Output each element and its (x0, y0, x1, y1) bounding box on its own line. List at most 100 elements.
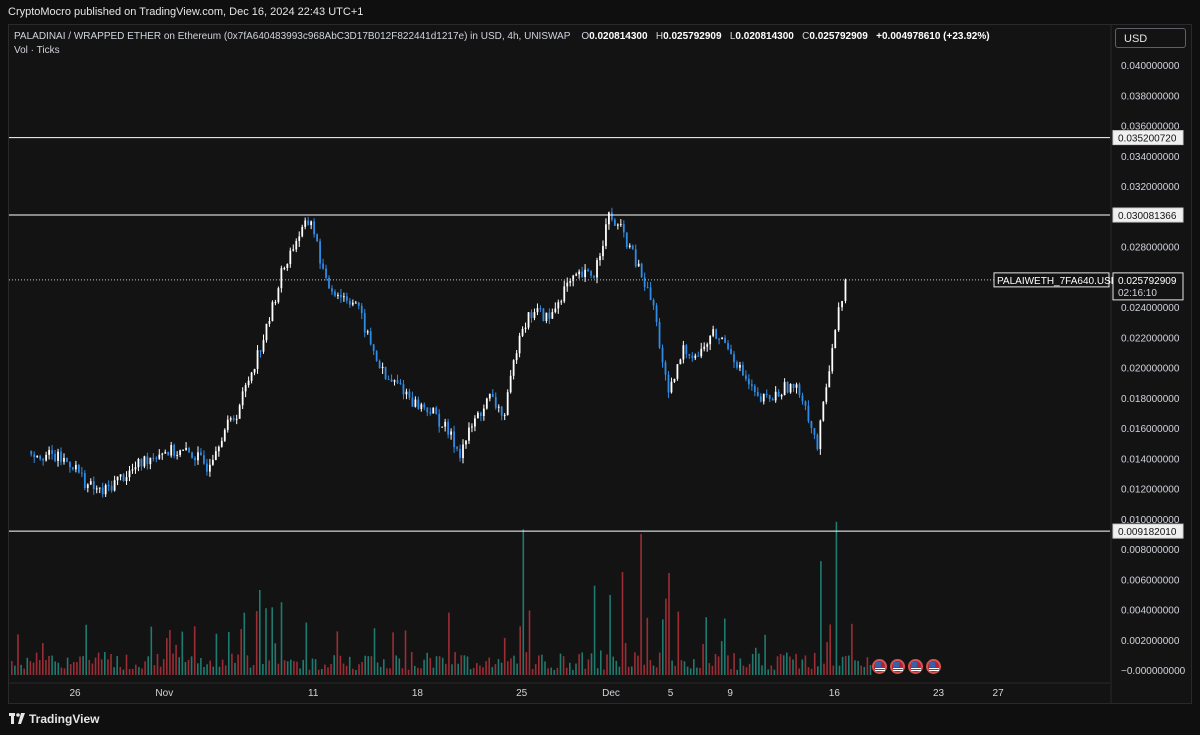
candle-body (750, 384, 753, 387)
candle-body (542, 308, 545, 321)
candle-body (634, 249, 637, 267)
us-flag-icon[interactable] (872, 659, 887, 674)
volume-bar (410, 651, 413, 675)
volume-bar (745, 667, 748, 675)
volume-bar (519, 626, 521, 675)
candle-body (268, 321, 271, 324)
x-tick-label: 23 (933, 688, 945, 699)
candle-body (223, 429, 226, 441)
candle-body (646, 287, 649, 289)
candle-body (393, 380, 396, 382)
candle-body (307, 220, 310, 226)
candle-body (113, 480, 116, 491)
candle-body (60, 451, 62, 462)
candle-body (98, 487, 101, 489)
volume-bar (717, 656, 720, 675)
volume-bar (135, 664, 137, 675)
candle-body (747, 378, 750, 385)
us-flag-icon[interactable] (908, 659, 923, 674)
candle-body (819, 420, 822, 450)
candle-body (173, 445, 176, 456)
candle-body (524, 327, 527, 330)
candle-body (414, 399, 417, 407)
volume-bar (228, 632, 230, 675)
volume-bar (218, 666, 221, 675)
candle-body (491, 393, 494, 397)
volume-bar (578, 654, 580, 675)
candle-body (765, 393, 768, 395)
volume-bar (600, 650, 602, 675)
candle-body (587, 269, 589, 272)
candle-body (188, 447, 190, 453)
candle-body (709, 335, 712, 345)
us-flag-icon[interactable] (926, 659, 941, 674)
volume-bar (206, 664, 208, 675)
volume-bar (63, 668, 66, 675)
volume-bar (590, 653, 593, 675)
volume-bar (609, 594, 611, 675)
candle-body (164, 451, 167, 454)
volume-bar (342, 663, 345, 675)
volume-bar (417, 667, 419, 675)
volume-bar (848, 655, 850, 675)
volume-bar (11, 661, 13, 675)
volume-bar (200, 658, 202, 675)
symbol-tag-box (993, 272, 1110, 288)
candle-body (280, 268, 283, 289)
symbol-legend: PALADINAI / WRAPPED ETHER on Ethereum (0… (14, 31, 990, 42)
volume-bar (820, 561, 822, 675)
candle-body (411, 397, 414, 407)
volume-bar (107, 659, 109, 675)
volume-bar (637, 655, 639, 675)
candle-body (426, 407, 429, 413)
volume-bar (782, 655, 785, 675)
us-flag-icon[interactable] (890, 659, 905, 674)
candle-body (83, 473, 86, 489)
volume-bar (708, 663, 711, 675)
volume-bar (841, 656, 844, 675)
volume-bar (469, 669, 472, 675)
candle-body (259, 350, 262, 352)
volume-bar (810, 668, 813, 675)
candle-body (372, 344, 375, 352)
volume-bar (798, 668, 800, 675)
currency-button[interactable]: USD (1115, 28, 1186, 48)
volume-bar (789, 656, 791, 675)
volume-bar (720, 641, 723, 675)
volume-bar (150, 626, 153, 675)
volume-bar (169, 629, 171, 675)
candle-body (518, 335, 521, 354)
volume-bar (494, 664, 497, 675)
candle-body (688, 354, 691, 356)
candle-body (86, 484, 89, 489)
candle-body (453, 431, 455, 448)
candle-body (834, 330, 837, 349)
candle-body (774, 391, 777, 401)
volume-bar (386, 668, 388, 675)
candle-body (161, 453, 164, 455)
volume-bar (125, 654, 128, 675)
volume-bar (531, 668, 534, 675)
volume-bar (534, 664, 537, 675)
volume-bar (166, 638, 168, 675)
volume-bar (255, 611, 258, 675)
volume-bar (73, 662, 75, 675)
candle-body (134, 467, 137, 470)
volume-bar (854, 660, 856, 675)
level-label: 0.009182010 (1118, 527, 1177, 538)
volume-bar (131, 668, 134, 675)
volume-bar (649, 660, 652, 675)
candle-body (292, 249, 295, 251)
volume-bar (60, 667, 63, 675)
candle-body (771, 398, 774, 401)
volume-bar (407, 669, 410, 675)
candle-body (238, 405, 241, 419)
y-tick-label: −0.000000000 (1121, 666, 1186, 677)
candle-timer: 02:16:10 (1118, 288, 1157, 299)
volume-bar (438, 656, 441, 675)
volume-bar (141, 668, 143, 675)
volume-legend[interactable]: Vol · Ticks (14, 45, 60, 56)
volume-bar (333, 655, 335, 675)
volume-bar (181, 631, 184, 675)
